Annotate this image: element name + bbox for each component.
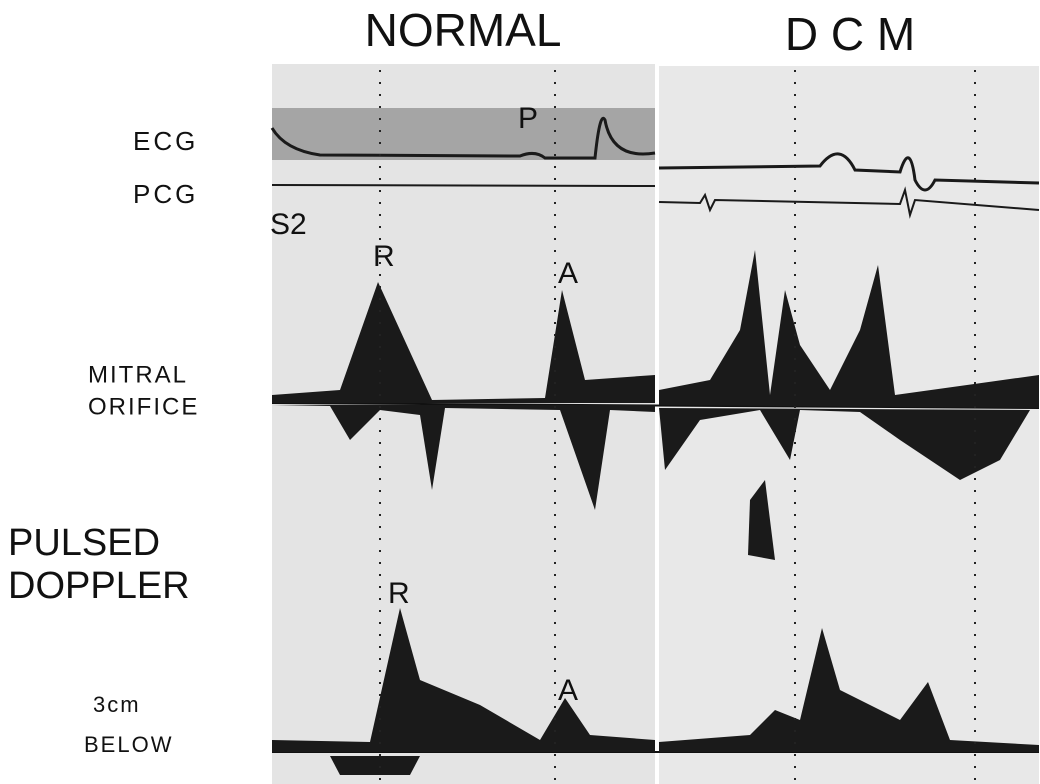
header: NORMAL	[365, 4, 562, 56]
annotation: R	[373, 240, 395, 273]
pcg	[271, 184, 1040, 219]
doppler-normal	[272, 608, 655, 752]
row-label: 3cm	[93, 692, 141, 717]
row-label: ORIFICE	[88, 393, 199, 420]
annotation: R	[388, 577, 410, 610]
header: D C M	[785, 8, 915, 60]
annotation: A	[558, 674, 578, 707]
mitral-dcm-up	[659, 250, 1039, 408]
doppler-normal-artifact	[330, 756, 420, 775]
row-label: MITRAL	[88, 361, 188, 388]
ecg-dcm	[658, 152, 1040, 192]
mitral-dcm-down	[659, 408, 1030, 480]
ecg-band	[272, 108, 655, 160]
annotation: S2	[270, 208, 307, 241]
mitral-dcm-artifact	[748, 480, 775, 560]
mitral-normal-down	[272, 405, 655, 510]
doppler-dcm	[659, 628, 1039, 752]
baseline	[271, 402, 1040, 409]
row-label: PULSED	[8, 522, 160, 564]
row-label: PCG	[133, 179, 198, 209]
row-label: DOPPLER	[8, 565, 190, 607]
mitral-normal-up	[272, 282, 655, 403]
annotation: P	[518, 102, 538, 135]
ecg-normal	[270, 116, 656, 160]
annotation: A	[558, 257, 578, 290]
row-label: BELOW	[84, 732, 173, 757]
row-label: ECG	[133, 126, 198, 156]
